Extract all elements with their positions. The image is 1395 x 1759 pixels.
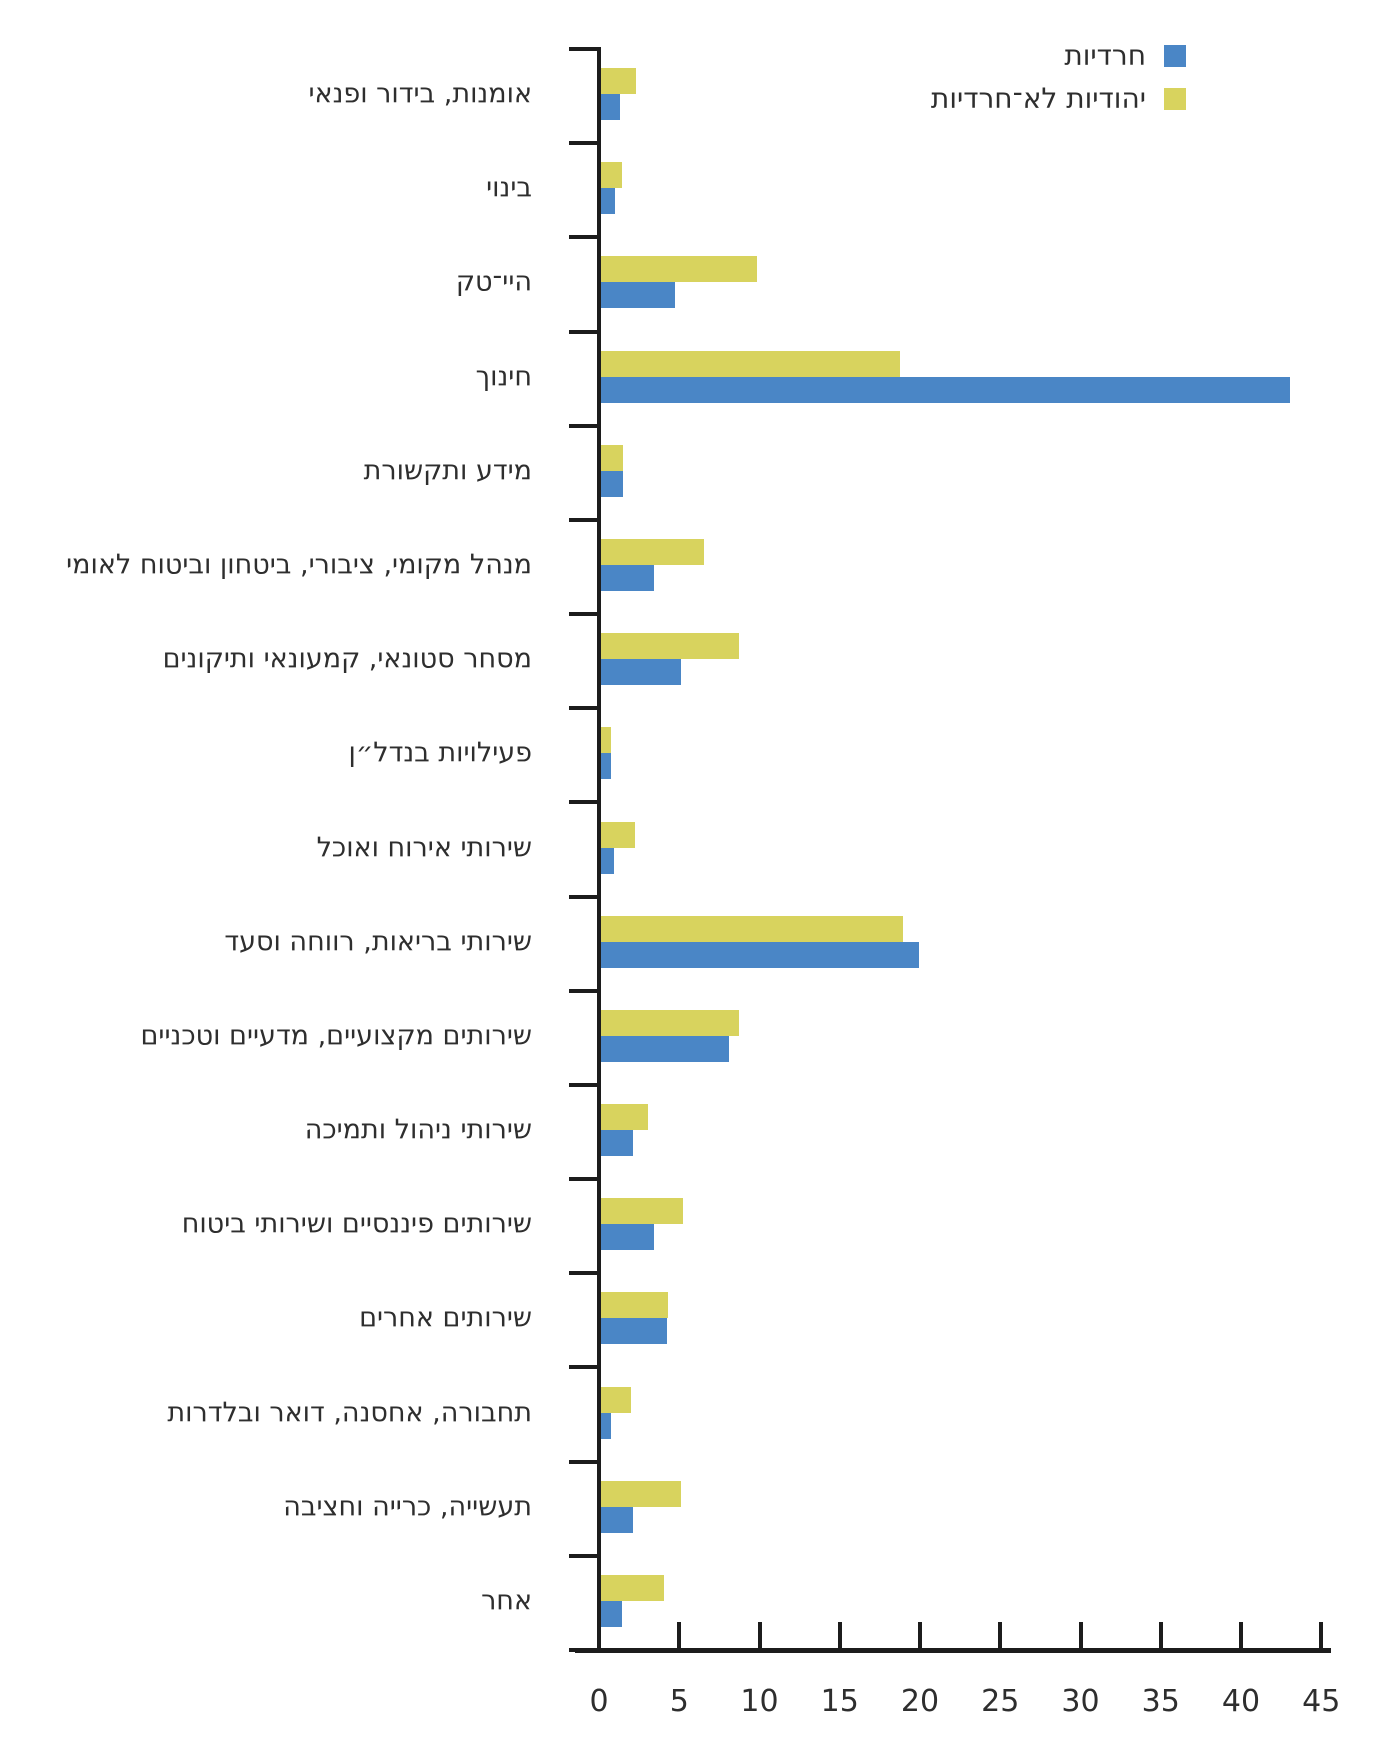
bar-haredi — [601, 659, 682, 686]
x-axis-tick-label: 45 — [1302, 1684, 1341, 1719]
category-label: שירותים פיננסיים ושירותי ביטוח — [181, 1208, 532, 1240]
bar-non-haredi — [601, 256, 757, 283]
x-axis-tick — [918, 1622, 922, 1648]
category-boundary-tick — [569, 706, 597, 711]
y-axis-line — [597, 47, 601, 1653]
category-boundary-tick — [569, 800, 597, 805]
category-label: אחר — [481, 1585, 532, 1617]
bar-non-haredi — [601, 68, 637, 95]
bar-haredi — [601, 753, 611, 780]
bar-haredi — [601, 941, 919, 968]
bar-non-haredi — [601, 821, 635, 848]
legend-item: חרדיות — [766, 39, 1186, 72]
bar-haredi — [601, 1318, 667, 1345]
x-axis-tick — [1158, 1622, 1163, 1648]
bar-non-haredi — [601, 444, 624, 471]
x-axis-tick — [1319, 1622, 1324, 1648]
bar-haredi — [601, 1506, 634, 1533]
category-boundary-tick — [569, 988, 597, 993]
category-label: שירותים אחרים — [359, 1302, 532, 1334]
x-axis-tick-label: 40 — [1221, 1684, 1261, 1719]
x-axis-tick-label: 35 — [1141, 1684, 1180, 1719]
legend-item: יהודיות לא־חרדיות — [766, 82, 1186, 115]
category-label: שירותי בריאות, רווחה וסעד — [224, 926, 532, 958]
category-label: תעשייה, כרייה וחציבה — [283, 1491, 532, 1523]
category-boundary-tick — [569, 329, 597, 334]
bar-haredi — [601, 1130, 634, 1157]
x-axis-tick — [757, 1622, 762, 1648]
x-axis-tick-label: 20 — [900, 1684, 940, 1719]
bar-non-haredi — [601, 1386, 632, 1413]
category-label: שירותי ניהול ותמיכה — [304, 1114, 532, 1146]
bar-non-haredi — [601, 727, 611, 754]
category-label: שירותי אירוח ואוכל — [316, 832, 532, 863]
bar-non-haredi — [601, 1480, 682, 1507]
category-boundary-tick — [569, 235, 597, 240]
category-boundary-tick — [569, 1082, 597, 1087]
bar-haredi — [601, 282, 675, 309]
bar-haredi — [601, 1600, 622, 1627]
category-label: בינוי — [486, 172, 532, 204]
bar-non-haredi — [601, 162, 622, 189]
category-boundary-tick — [569, 1553, 597, 1558]
x-axis-tick — [597, 1622, 601, 1648]
legend-label: יהודיות לא־חרדיות — [930, 82, 1146, 115]
category-label: מנהל מקומי, ציבורי, ביטחון וביטוח לאומי — [66, 549, 532, 581]
bar-haredi — [601, 564, 654, 591]
x-axis-tick-label: 25 — [981, 1684, 1020, 1719]
x-axis-tick — [677, 1622, 682, 1648]
category-boundary-tick — [569, 423, 597, 428]
category-boundary-tick — [569, 1365, 597, 1370]
x-axis-tick-label: 10 — [740, 1684, 779, 1719]
category-label: תחבורה, אחסנה, דואר ובלדרות — [167, 1397, 532, 1429]
x-axis-tick-label: 5 — [669, 1684, 689, 1719]
x-axis-tick-label: 0 — [589, 1684, 609, 1719]
category-boundary-tick — [569, 612, 597, 617]
category-boundary-tick — [569, 141, 597, 146]
legend-label: חרדיות — [1064, 39, 1146, 72]
bar-non-haredi — [601, 1198, 683, 1225]
bar-non-haredi — [601, 1292, 669, 1319]
category-label: פעילויות בנדל״ן — [348, 737, 533, 769]
legend-swatch-non-haredi — [1164, 88, 1186, 110]
category-boundary-tick — [569, 1459, 597, 1464]
x-axis-tick — [837, 1622, 842, 1648]
bar-non-haredi — [601, 633, 740, 660]
category-label: מידע ותקשורת — [363, 455, 532, 487]
bar-non-haredi — [601, 1574, 664, 1601]
category-label: אומנות, בידור ופנאי — [308, 78, 532, 110]
bar-haredi — [601, 188, 616, 215]
category-label: היי־טק — [455, 266, 532, 298]
legend-swatch-haredi — [1164, 45, 1186, 67]
bar-haredi — [601, 376, 1290, 403]
x-axis-tick — [1078, 1622, 1083, 1648]
category-label: חינוך — [475, 361, 532, 393]
bar-non-haredi — [601, 538, 704, 565]
bar-non-haredi — [601, 1104, 648, 1131]
x-axis-tick — [1239, 1622, 1243, 1648]
bar-non-haredi — [601, 915, 903, 942]
category-boundary-tick — [569, 1177, 597, 1182]
x-axis-tick-label: 30 — [1061, 1684, 1100, 1719]
category-boundary-tick — [569, 47, 597, 51]
bar-haredi — [601, 1412, 611, 1439]
bar-non-haredi — [601, 350, 900, 377]
category-boundary-tick — [569, 1271, 597, 1276]
category-label: מסחר סטונאי, קמעונאי ותיקונים — [162, 643, 532, 675]
x-axis-tick — [998, 1622, 1003, 1648]
bar-haredi — [601, 1224, 654, 1251]
bar-haredi — [601, 94, 621, 121]
category-boundary-tick — [569, 517, 597, 522]
category-boundary-tick — [569, 894, 597, 899]
bar-haredi — [601, 470, 624, 497]
category-boundary-tick — [569, 1648, 597, 1652]
bar-haredi — [601, 1035, 730, 1062]
x-axis-tick-label: 15 — [820, 1684, 859, 1719]
bar-non-haredi — [601, 1009, 740, 1036]
category-label: שירותים מקצועיים, מדעיים וטכניים — [140, 1020, 532, 1052]
bar-haredi — [601, 847, 614, 874]
x-axis-line — [575, 1648, 1332, 1653]
